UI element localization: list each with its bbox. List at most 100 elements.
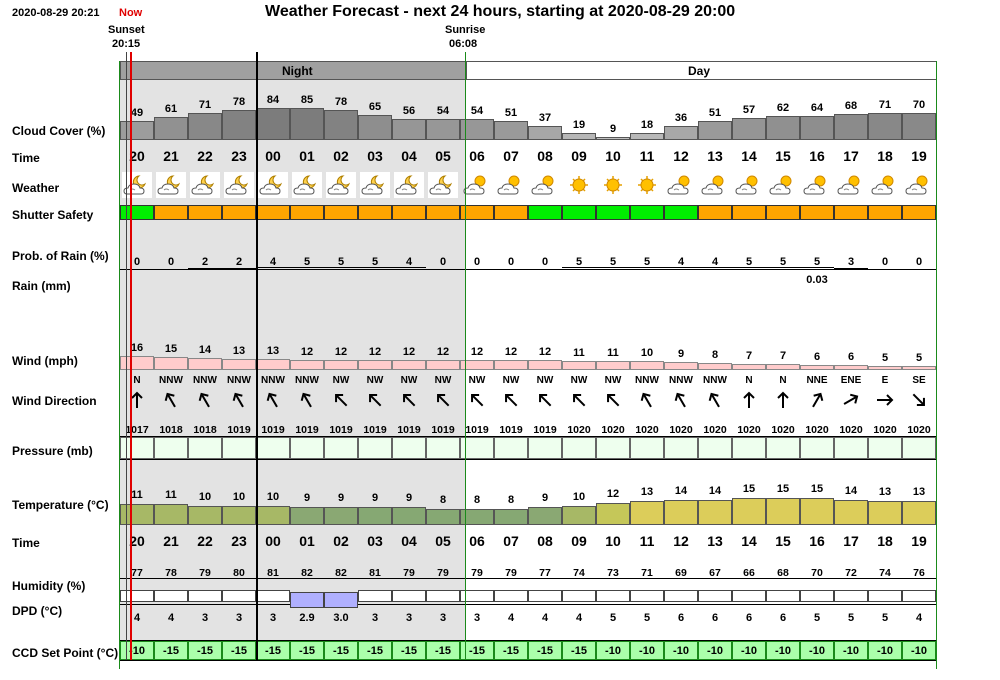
pressure-cell	[494, 437, 528, 459]
ccd-cell	[528, 641, 562, 660]
wind-bar	[766, 364, 800, 370]
partly-cloudy-night-icon	[156, 172, 186, 198]
humidity-value: 81	[369, 567, 381, 579]
sunrise-time: 06:08	[449, 38, 478, 50]
hour-label-bottom: 04	[401, 533, 417, 549]
humidity-value: 77	[539, 567, 551, 579]
cloud-bar	[358, 115, 392, 140]
rain-prob-bar	[732, 267, 766, 269]
ccd-cell	[596, 641, 630, 660]
cloud-value: 54	[470, 105, 484, 117]
humidity-value: 68	[777, 567, 789, 579]
wind-arrow-icon	[569, 390, 589, 410]
dpd-value: 6	[779, 612, 787, 624]
ccd-value: -10	[809, 645, 825, 657]
cloud-value: 78	[334, 96, 348, 108]
humidity-value: 66	[743, 567, 755, 579]
ccd-value: -10	[877, 645, 893, 657]
temperature-value: 8	[473, 494, 481, 506]
rain-prob-bar	[392, 267, 426, 269]
hour-label: 15	[775, 148, 791, 164]
temperature-value: 14	[844, 485, 858, 497]
cloud-value: 61	[164, 103, 178, 115]
wind-bar	[494, 360, 528, 370]
partly-cloudy-day-icon	[700, 172, 730, 198]
dpd-value: 3	[405, 612, 413, 624]
ccd-value: -10	[741, 645, 757, 657]
temperature-bar	[630, 501, 664, 525]
now-line	[130, 52, 132, 660]
ccd-cell	[324, 641, 358, 660]
sunny-icon	[632, 172, 662, 198]
pressure-top-line	[120, 436, 936, 437]
hour-label-bottom: 01	[299, 533, 315, 549]
cloud-value: 64	[810, 102, 824, 114]
wind-value: 12	[538, 346, 552, 358]
ccd-value: -15	[265, 645, 281, 657]
ccd-cell	[868, 641, 902, 660]
pressure-cell	[800, 437, 834, 459]
shutter-cell-unsafe	[358, 205, 392, 220]
pressure-value: 1019	[227, 424, 251, 436]
partly-cloudy-day-icon	[870, 172, 900, 198]
humidity-cell	[766, 590, 800, 602]
ccd-value: -10	[911, 645, 927, 657]
humidity-cell	[630, 590, 664, 602]
humidity-cell	[222, 590, 256, 602]
partly-cloudy-night-icon	[428, 172, 458, 198]
wind-dir-label: NW	[468, 375, 486, 386]
hour-label-bottom: 06	[469, 533, 485, 549]
cloud-bar	[256, 108, 290, 140]
cloud-bar	[460, 119, 494, 140]
cloud-value: 84	[266, 94, 280, 106]
hour-label-bottom: 15	[775, 533, 791, 549]
shutter-cell-unsafe	[188, 205, 222, 220]
cloud-bar	[868, 113, 902, 140]
wind-dir-label: NW	[366, 375, 384, 386]
wind-value: 8	[711, 349, 719, 361]
humidity-cell	[120, 590, 154, 602]
cloud-value: 62	[776, 102, 790, 114]
shutter-cell-safe	[120, 205, 154, 220]
right-border-line	[936, 61, 937, 669]
rain-prob-value: 0	[473, 256, 481, 268]
humidity-value: 70	[811, 567, 823, 579]
cloud-bar	[392, 119, 426, 140]
humidity-cell	[698, 590, 732, 602]
temperature-bar	[188, 506, 222, 525]
hour-label-bottom: 21	[163, 533, 179, 549]
ccd-value: -15	[469, 645, 485, 657]
humidity-bottom-line	[120, 604, 936, 605]
humidity-cell	[154, 590, 188, 602]
rain-prob-bar	[222, 268, 256, 270]
temperature-value: 11	[131, 489, 143, 501]
pressure-value: 1020	[907, 424, 931, 436]
hour-label-bottom: 08	[537, 533, 553, 549]
wind-bar	[188, 358, 222, 370]
wind-dir-label: NW	[434, 375, 452, 386]
rain-prob-value: 0	[167, 256, 175, 268]
cloud-value: 65	[368, 101, 382, 113]
ccd-cell	[800, 641, 834, 660]
temperature-bar	[800, 498, 834, 525]
pressure-cell	[528, 437, 562, 459]
hour-label: 17	[843, 148, 859, 164]
rain-prob-value: 2	[201, 256, 209, 268]
wind-value: 5	[881, 352, 889, 364]
sunrise-line	[465, 52, 466, 660]
hour-label-bottom: 02	[333, 533, 349, 549]
ccd-cell	[732, 641, 766, 660]
wind-value: 10	[640, 347, 654, 359]
wind-bar	[698, 363, 732, 370]
rain-prob-value: 2	[235, 256, 243, 268]
wind-bar	[426, 360, 460, 370]
cloud-value: 18	[640, 119, 654, 131]
wind-dir-label: NW	[502, 375, 520, 386]
cloud-value: 56	[402, 105, 416, 117]
ccd-cell	[188, 641, 222, 660]
hour-label-bottom: 22	[197, 533, 213, 549]
humidity-cell	[188, 590, 222, 602]
humidity-value: 79	[471, 567, 483, 579]
wind-value: 11	[607, 347, 619, 359]
humidity-value: 74	[573, 567, 585, 579]
